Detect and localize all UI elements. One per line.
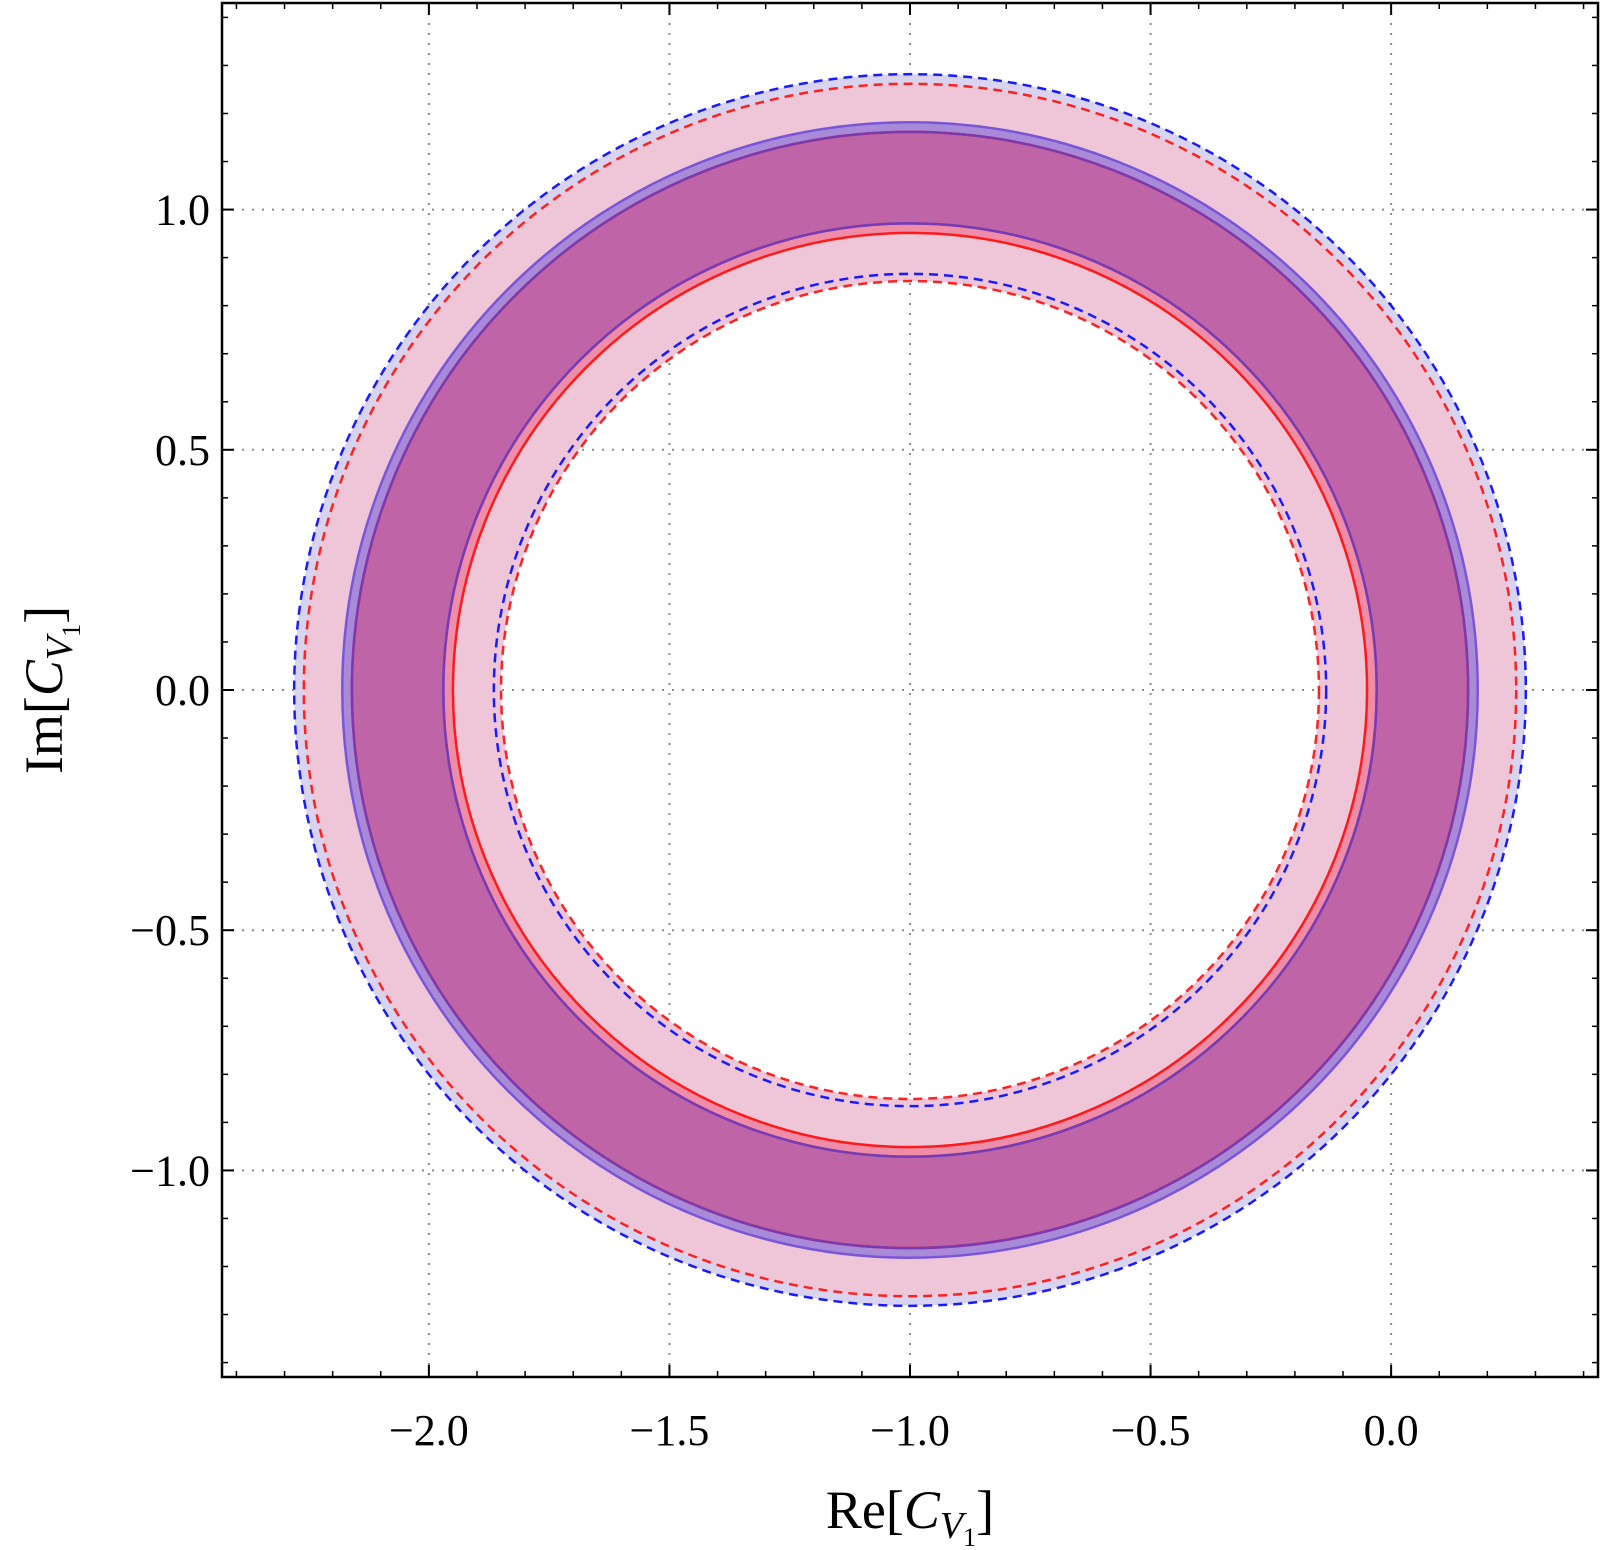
contour-red-2sigma-outer	[302, 82, 1518, 1298]
x-tick-label: −1.5	[630, 1406, 710, 1455]
confidence-regions	[292, 72, 1528, 1308]
y-tick-label: −1.0	[130, 1146, 210, 1195]
y-tick-label: 1.0	[155, 186, 210, 235]
y-tick-label: 0.5	[155, 426, 210, 475]
contour-red-2sigma-inner	[499, 279, 1321, 1101]
contour-blue-2sigma-inner	[492, 272, 1328, 1108]
y-tick-label: −0.5	[130, 906, 210, 955]
y-tick-label: 0.0	[155, 666, 210, 715]
contour-red-1sigma-inner	[451, 231, 1369, 1149]
x-tick-label: −0.5	[1111, 1406, 1191, 1455]
x-axis-label: Re[CV1]	[826, 1480, 994, 1550]
x-tick-label: −2.0	[389, 1406, 469, 1455]
contour-overlap-1sigma-inner	[442, 222, 1378, 1158]
region-red-2sigma	[303, 83, 1517, 1297]
contour-blue-1sigma-outer	[341, 121, 1479, 1259]
region-overlap-1sigma	[351, 131, 1469, 1249]
contour-overlap-1sigma-outer	[350, 130, 1470, 1250]
y-axis-label: Im[CV1]	[14, 606, 86, 774]
ticks: −2.0 −1.5 −1.0 −0.5 0.0 −1.0 −0.5 0.0 0.5 1.0	[130, 3, 1598, 1455]
contour-blue-2sigma-outer	[292, 72, 1528, 1308]
x-tick-label: −1.0	[870, 1406, 950, 1455]
x-tick-label: 0.0	[1364, 1406, 1419, 1455]
